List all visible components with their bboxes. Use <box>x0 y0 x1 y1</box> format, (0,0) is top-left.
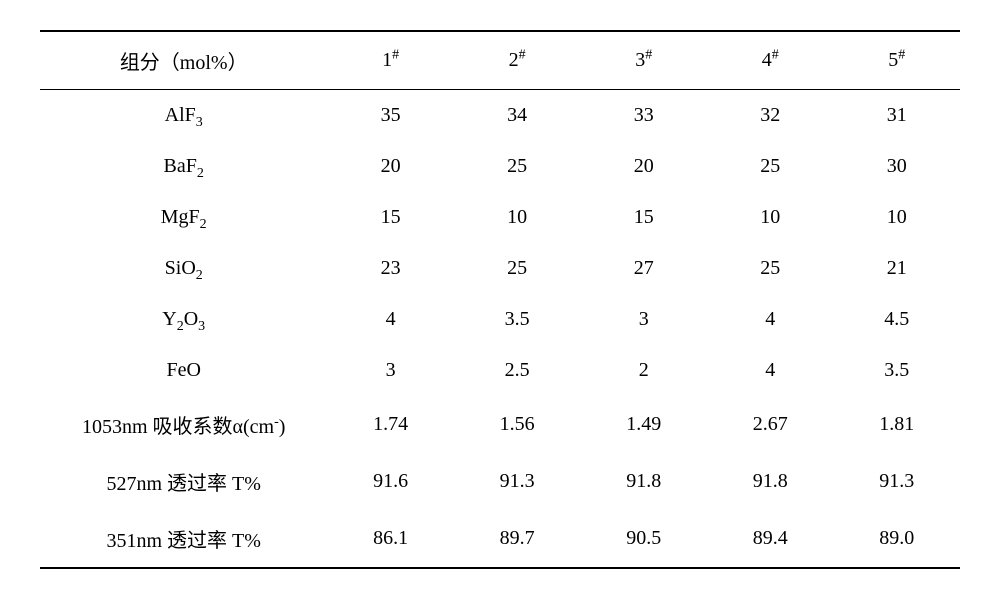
cell-value: 2.5 <box>454 345 581 396</box>
cell-value: 1.81 <box>833 396 960 453</box>
cell-value: 27 <box>580 243 707 294</box>
cell-value: 1.49 <box>580 396 707 453</box>
cell-value: 31 <box>833 90 960 142</box>
cell-value: 91.6 <box>327 453 454 510</box>
cell-value: 4 <box>327 294 454 345</box>
table-row: BaF22025202530 <box>40 141 960 192</box>
cell-value: 2.67 <box>707 396 834 453</box>
table-row: 1053nm 吸收系数α(cm-)1.741.561.492.671.81 <box>40 396 960 453</box>
row-label: 351nm 透过率 T% <box>40 510 327 568</box>
cell-value: 10 <box>454 192 581 243</box>
cell-value: 3.5 <box>454 294 581 345</box>
col-header: 4# <box>707 31 834 90</box>
table-row: FeO32.5243.5 <box>40 345 960 396</box>
table-row: AlF33534333231 <box>40 90 960 142</box>
cell-value: 91.3 <box>454 453 581 510</box>
cell-value: 3.5 <box>833 345 960 396</box>
row-label: Y2O3 <box>40 294 327 345</box>
cell-value: 91.8 <box>707 453 834 510</box>
cell-value: 91.8 <box>580 453 707 510</box>
table-header-row: 组分（mol%） 1# 2# 3# 4# 5# <box>40 31 960 90</box>
cell-value: 10 <box>707 192 834 243</box>
row-label: 527nm 透过率 T% <box>40 453 327 510</box>
cell-value: 15 <box>580 192 707 243</box>
table-row: 351nm 透过率 T%86.189.790.589.489.0 <box>40 510 960 568</box>
row-label: SiO2 <box>40 243 327 294</box>
cell-value: 10 <box>833 192 960 243</box>
cell-value: 90.5 <box>580 510 707 568</box>
cell-value: 4 <box>707 294 834 345</box>
table-row: Y2O343.5344.5 <box>40 294 960 345</box>
cell-value: 4.5 <box>833 294 960 345</box>
cell-value: 32 <box>707 90 834 142</box>
cell-value: 30 <box>833 141 960 192</box>
cell-value: 23 <box>327 243 454 294</box>
cell-value: 89.7 <box>454 510 581 568</box>
row-label: BaF2 <box>40 141 327 192</box>
cell-value: 15 <box>327 192 454 243</box>
cell-value: 1.74 <box>327 396 454 453</box>
cell-value: 89.0 <box>833 510 960 568</box>
row-label: MgF2 <box>40 192 327 243</box>
cell-value: 91.3 <box>833 453 960 510</box>
col-header: 1# <box>327 31 454 90</box>
cell-value: 86.1 <box>327 510 454 568</box>
cell-value: 25 <box>454 141 581 192</box>
cell-value: 25 <box>707 141 834 192</box>
cell-value: 89.4 <box>707 510 834 568</box>
table-body: AlF33534333231BaF22025202530MgF215101510… <box>40 90 960 569</box>
cell-value: 3 <box>327 345 454 396</box>
cell-value: 25 <box>707 243 834 294</box>
table-row: MgF21510151010 <box>40 192 960 243</box>
col-header: 5# <box>833 31 960 90</box>
cell-value: 35 <box>327 90 454 142</box>
table-row: SiO22325272521 <box>40 243 960 294</box>
cell-value: 21 <box>833 243 960 294</box>
row-label: AlF3 <box>40 90 327 142</box>
cell-value: 25 <box>454 243 581 294</box>
cell-value: 2 <box>580 345 707 396</box>
cell-value: 20 <box>327 141 454 192</box>
col-header: 3# <box>580 31 707 90</box>
table-row: 527nm 透过率 T%91.691.391.891.891.3 <box>40 453 960 510</box>
row-label: FeO <box>40 345 327 396</box>
cell-value: 3 <box>580 294 707 345</box>
header-label: 组分（mol%） <box>40 31 327 90</box>
cell-value: 4 <box>707 345 834 396</box>
cell-value: 34 <box>454 90 581 142</box>
cell-value: 33 <box>580 90 707 142</box>
cell-value: 20 <box>580 141 707 192</box>
composition-table: 组分（mol%） 1# 2# 3# 4# 5# AlF33534333231Ba… <box>40 30 960 569</box>
cell-value: 1.56 <box>454 396 581 453</box>
col-header: 2# <box>454 31 581 90</box>
row-label: 1053nm 吸收系数α(cm-) <box>40 396 327 453</box>
